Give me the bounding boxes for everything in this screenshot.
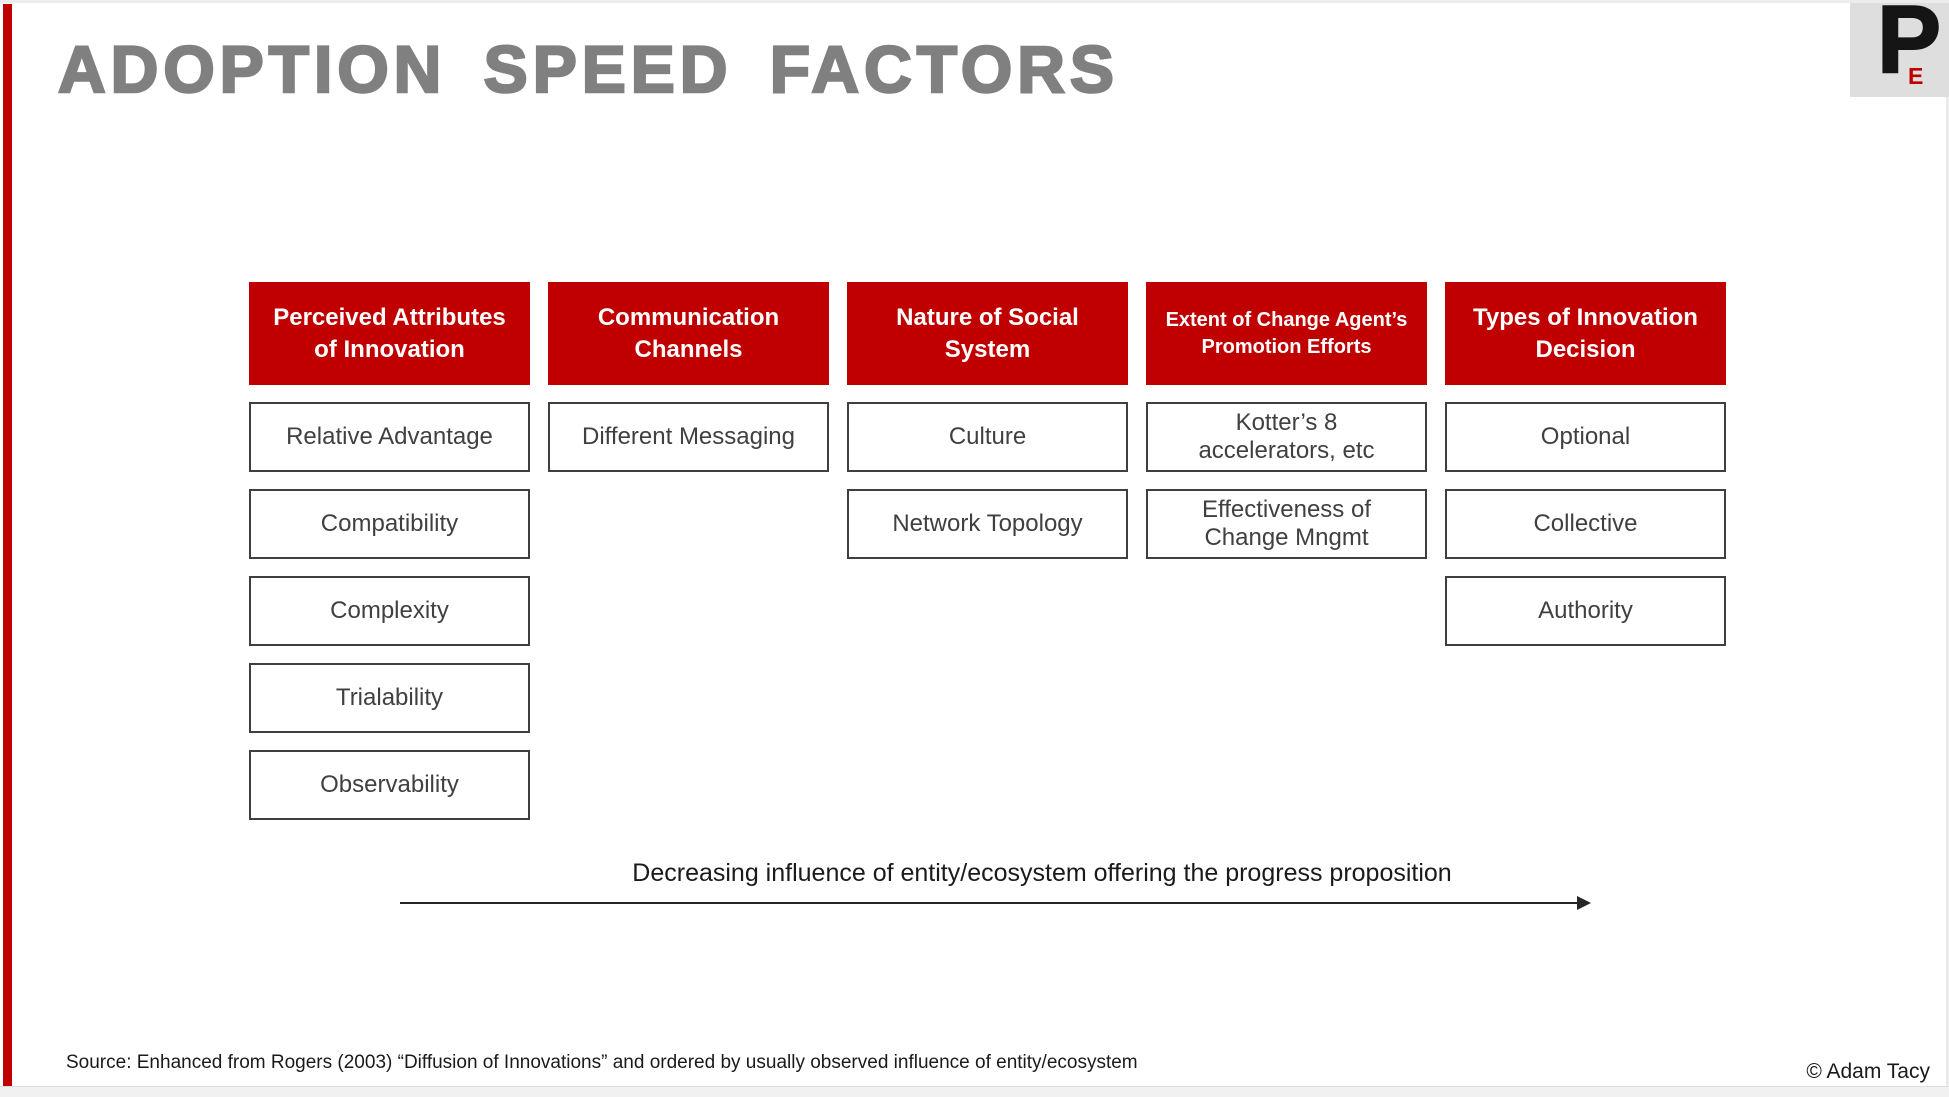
factor-box: Effectiveness of Change Mngmt [1146, 489, 1427, 559]
factor-box: Culture [847, 402, 1128, 472]
logo-letter-p: P [1876, 0, 1942, 93]
influence-arrow: Decreasing influence of entity/ecosystem… [400, 858, 1592, 910]
column-communication-channels: Communication Channels Different Messagi… [548, 282, 829, 472]
factor-box: Trialability [249, 663, 530, 733]
factor-box: Compatibility [249, 489, 530, 559]
pe-logo: P E [1850, 0, 1949, 97]
arrow-head-icon [1577, 896, 1591, 910]
column-header: Perceived Attributes of Innovation [249, 282, 530, 385]
column-header: Communication Channels [548, 282, 829, 385]
column-nature-of-social-system: Nature of Social System Culture Network … [847, 282, 1128, 559]
source-note: Source: Enhanced from Rogers (2003) “Dif… [66, 1052, 1138, 1073]
influence-arrow-label: Decreasing influence of entity/ecosystem… [632, 859, 1452, 887]
copyright-note: © Adam Tacy [1806, 1060, 1930, 1083]
factor-box: Different Messaging [548, 402, 829, 472]
factor-box: Optional [1445, 402, 1726, 472]
factor-box: Relative Advantage [249, 402, 530, 472]
factor-box: Authority [1445, 576, 1726, 646]
factor-box: Complexity [249, 576, 530, 646]
column-header: Types of Innovation Decision [1445, 282, 1726, 385]
slide-top-edge [0, 0, 1949, 3]
influence-arrow-line [400, 896, 1591, 910]
logo-letter-e: E [1908, 63, 1924, 89]
red-accent-bar [3, 4, 12, 1088]
column-innovation-decision: Types of Innovation Decision Optional Co… [1445, 282, 1726, 646]
column-change-agent-efforts: Extent of Change Agent’s Promotion Effor… [1146, 282, 1427, 559]
factor-box: Network Topology [847, 489, 1128, 559]
factor-box: Kotter’s 8 accelerators, etc [1146, 402, 1427, 472]
column-perceived-attributes: Perceived Attributes of Innovation Relat… [249, 282, 530, 820]
factor-box: Collective [1445, 489, 1726, 559]
slide-right-edge [1946, 0, 1949, 1097]
factor-box: Observability [249, 750, 530, 820]
column-header: Nature of Social System [847, 282, 1128, 385]
column-header: Extent of Change Agent’s Promotion Effor… [1146, 282, 1427, 385]
factor-columns: Perceived Attributes of Innovation Relat… [249, 282, 1726, 820]
slide-bottom-edge [0, 1086, 1949, 1097]
page-title: ADOPTION SPEED FACTORS [57, 32, 1119, 106]
